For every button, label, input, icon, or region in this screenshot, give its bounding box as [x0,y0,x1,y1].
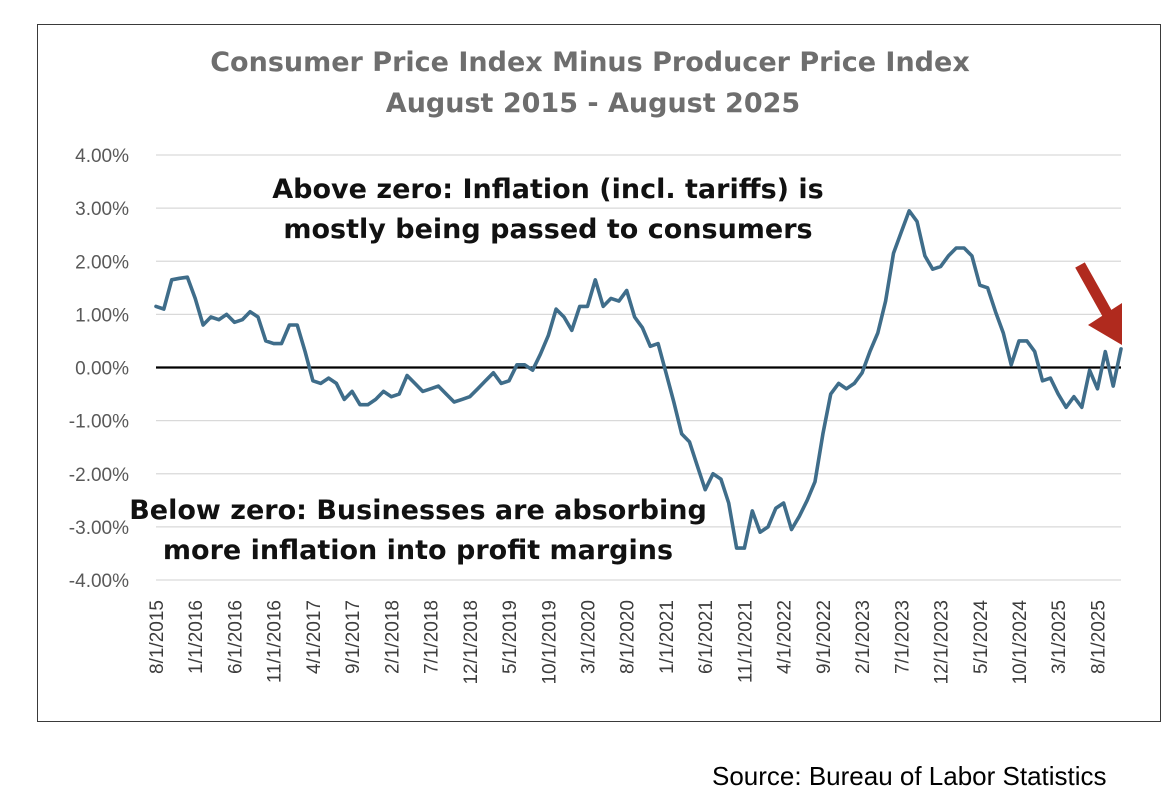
x-tick-label: 8/1/2025 [1088,600,1109,674]
x-tick-label: 10/1/2019 [539,600,560,685]
chart-svg: 4.00% 3.00% 2.00% 1.00% 0.00% -1.00% -2.00% -3.… [69,47,1123,685]
y-tick-label: -2.00% [69,465,129,486]
y-tick-label: 2.00% [75,252,129,273]
x-tick-label: 11/1/2021 [735,600,756,683]
x-tick-label: 12/1/2023 [932,600,953,685]
y-tick-label: 1.00% [75,305,129,326]
x-tick-label: 11/1/2016 [265,600,286,683]
x-tick-label: 6/1/2021 [696,600,717,674]
y-tick-label: 0.00% [75,359,129,380]
y-tick-label: -3.00% [69,518,129,539]
x-tick-label: 7/1/2018 [422,600,443,674]
x-tick-label: 7/1/2023 [892,600,913,674]
x-tick-label: 4/1/2017 [304,600,325,674]
x-tick-label: 10/1/2024 [1010,600,1031,685]
x-tick-label: 3/1/2025 [1049,600,1070,674]
x-tick-label: 12/1/2018 [461,600,482,685]
x-tick-label: 8/1/2015 [147,600,168,674]
series-line [154,209,1123,550]
chart-title: Consumer Price Index Minus Producer Pric… [210,47,970,78]
x-tick-label: 1/1/2016 [186,600,207,674]
y-tick-label: 3.00% [75,199,129,220]
x-tick-label: 5/1/2019 [500,600,521,674]
annotation-below-zero: Below zero: Businesses are absorbing [129,495,707,526]
y-tick-label: -4.00% [69,571,129,592]
y-tick-label: -1.00% [69,412,129,433]
x-tick-label: 8/1/2020 [618,600,639,674]
source-note: Source: Bureau of Labor Statistics [712,761,1107,791]
y-tick-label: 4.00% [75,146,129,167]
x-tick-label: 9/1/2022 [814,600,835,674]
x-tick-label: 6/1/2016 [225,600,246,674]
x-tick-label: 4/1/2022 [775,600,796,674]
chart-subtitle: August 2015 - August 2025 [386,88,800,119]
x-tick-label: 3/1/2020 [579,600,600,674]
x-tick-label: 5/1/2024 [971,600,992,674]
x-tick-label: 1/1/2021 [657,600,678,674]
annotation-above-zero: Above zero: Inflation (incl. tariffs) is [272,174,823,205]
red-arrow-icon [1075,262,1122,345]
annotation-above-zero: mostly being passed to consumers [283,214,812,245]
x-tick-label: 2/1/2023 [853,600,874,674]
chart-frame: 4.00% 3.00% 2.00% 1.00% 0.00% -1.00% -2.00% -3.… [37,24,1161,722]
x-tick-label: 2/1/2018 [382,600,403,674]
x-tick-label: 9/1/2017 [343,600,364,674]
annotation-below-zero: more inflation into profit margins [163,535,673,566]
